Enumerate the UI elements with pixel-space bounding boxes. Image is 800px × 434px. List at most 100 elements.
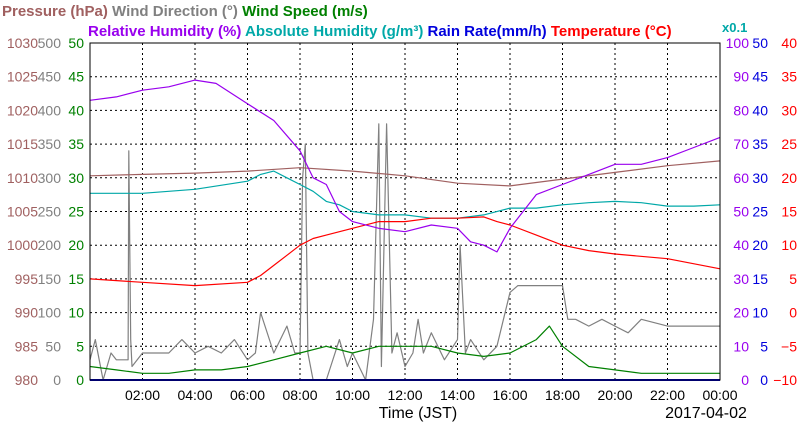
temperature-tick-label: 15 bbox=[781, 204, 797, 220]
wind_direction-tick-label: 350 bbox=[38, 136, 62, 152]
temperature-tick-label: 10 bbox=[781, 237, 797, 253]
pressure-tick-label: 985 bbox=[15, 338, 39, 354]
x-axis: 02:00 04:00 06:00 08:00 10:00 12:00 14:00 16:00… bbox=[125, 387, 738, 403]
series-temperature-temperature bbox=[89, 216, 721, 287]
legend-pressure: Pressure (hPa) bbox=[2, 3, 108, 20]
wind_speed-tick-label: 20 bbox=[68, 237, 84, 253]
legend-wind_direction: Wind Direction (°) bbox=[108, 3, 238, 20]
legend: Pressure (hPa) Wind Direction (°) Wind S… bbox=[2, 3, 747, 40]
pressure-tick-label: 1010 bbox=[7, 170, 38, 186]
pressure-tick-label: 1025 bbox=[7, 69, 38, 85]
humidity-tick-label: 0 bbox=[741, 372, 749, 388]
rain_abs-tick-label: 10 bbox=[752, 305, 768, 321]
x-tick-label: 14:00 bbox=[440, 387, 475, 403]
wind_direction-tick-label: 50 bbox=[45, 338, 61, 354]
legend-relative_humidity: Relative Humidity (%) bbox=[88, 23, 241, 40]
x-tick-label: 08:00 bbox=[282, 387, 317, 403]
wind_direction-tick-label: 100 bbox=[38, 305, 62, 321]
wind_direction-tick-label: 450 bbox=[38, 69, 62, 85]
legend-temperature: Temperature (°C) bbox=[547, 23, 672, 40]
wind_speed-tick-label: 50 bbox=[68, 35, 84, 51]
x-axis-label: Time (JST) bbox=[379, 405, 458, 422]
wind_direction-tick-label: 300 bbox=[38, 170, 62, 186]
temperature-tick-label: 35 bbox=[781, 69, 797, 85]
wind_speed-tick-label: 30 bbox=[68, 170, 84, 186]
x-tick-label: 02:00 bbox=[125, 387, 160, 403]
series-rain_abs-absolute bbox=[90, 170, 721, 219]
wind_speed-tick-label: 15 bbox=[68, 271, 84, 287]
legend-rain-scale: x0.1 bbox=[722, 20, 747, 35]
legend-rain_rate: Rain Rate(mm/h) bbox=[423, 23, 546, 40]
pressure-tick-label: 995 bbox=[15, 271, 39, 287]
rain_abs-tick-label: 45 bbox=[752, 69, 768, 85]
humidity-tick-label: 10 bbox=[733, 338, 749, 354]
wind_speed-tick-label: 35 bbox=[68, 136, 84, 152]
temperature-tick-label: 30 bbox=[781, 102, 797, 118]
legend-row-2: Relative Humidity (%) Absolute Humidity … bbox=[88, 23, 672, 40]
rain_abs-tick-label: 35 bbox=[752, 136, 768, 152]
x-tick-label: 00:00 bbox=[702, 387, 737, 403]
rain_abs-tick-label: 0 bbox=[760, 372, 768, 388]
humidity-tick-label: 40 bbox=[733, 237, 749, 253]
humidity-tick-label: 50 bbox=[733, 204, 749, 220]
temperature-tick-label: −5 bbox=[781, 338, 797, 354]
x-tick-label: 10:00 bbox=[335, 387, 370, 403]
pressure-tick-label: 1000 bbox=[7, 237, 38, 253]
wind_speed-tick-label: 5 bbox=[76, 338, 84, 354]
pressure-tick-label: 1015 bbox=[7, 136, 38, 152]
pressure-tick-label: 1020 bbox=[7, 102, 38, 118]
rain_abs-tick-label: 50 bbox=[752, 35, 768, 51]
wind_direction-tick-label: 250 bbox=[38, 204, 62, 220]
wind_direction-tick-label: 200 bbox=[38, 237, 62, 253]
wind_direction-tick-label: 150 bbox=[38, 271, 62, 287]
rain_abs-tick-label: 15 bbox=[752, 271, 768, 287]
series-pressure-pressure bbox=[89, 160, 721, 187]
temperature-tick-label: 25 bbox=[781, 136, 797, 152]
temperature-tick-label: −10 bbox=[773, 372, 797, 388]
pressure-tick-label: 990 bbox=[15, 305, 39, 321]
series-wind_speed-wind bbox=[89, 325, 720, 374]
pressure-tick-label: 1030 bbox=[7, 35, 38, 51]
x-tick-label: 04:00 bbox=[177, 387, 212, 403]
humidity-tick-label: 90 bbox=[733, 69, 749, 85]
temperature-tick-label: 0 bbox=[789, 305, 797, 321]
rain_abs-tick-label: 40 bbox=[752, 102, 768, 118]
legend-row-1: Pressure (hPa) Wind Direction (°) Wind S… bbox=[2, 3, 368, 20]
rain_abs-tick-label: 30 bbox=[752, 170, 768, 186]
wind_speed-tick-label: 25 bbox=[68, 204, 84, 220]
date-label: 2017-04-02 bbox=[665, 405, 747, 422]
legend-absolute_humidity: Absolute Humidity (g/m³) bbox=[241, 23, 423, 40]
x-tick-label: 12:00 bbox=[387, 387, 422, 403]
x-tick-label: 20:00 bbox=[597, 387, 632, 403]
humidity-tick-label: 30 bbox=[733, 271, 749, 287]
wind_direction-tick-label: 400 bbox=[38, 102, 62, 118]
temperature-tick-label: 5 bbox=[789, 271, 797, 287]
x-tick-label: 06:00 bbox=[230, 387, 265, 403]
temperature-tick-label: 40 bbox=[781, 35, 797, 51]
series-wind_direction-wind bbox=[89, 123, 720, 381]
plot-frame bbox=[89, 42, 721, 381]
wind_direction-tick-label: 500 bbox=[38, 35, 62, 51]
rain_abs-tick-label: 5 bbox=[760, 338, 768, 354]
rain_abs-tick-label: 25 bbox=[752, 204, 768, 220]
plot-area bbox=[89, 79, 721, 381]
legend-wind_speed: Wind Speed (m/s) bbox=[238, 3, 368, 20]
series-humidity-relative bbox=[89, 79, 721, 253]
humidity-tick-label: 60 bbox=[733, 170, 749, 186]
wind_speed-tick-label: 0 bbox=[76, 372, 84, 388]
x-tick-label: 18:00 bbox=[545, 387, 580, 403]
humidity-tick-label: 100 bbox=[726, 35, 750, 51]
temperature-tick-label: 20 bbox=[781, 170, 797, 186]
pressure-tick-label: 980 bbox=[15, 372, 39, 388]
x-tick-label: 16:00 bbox=[492, 387, 527, 403]
grid bbox=[90, 43, 720, 380]
wind_speed-tick-label: 10 bbox=[68, 305, 84, 321]
pressure-tick-label: 1005 bbox=[7, 204, 38, 220]
right-axes: 1009080706050403020100504540353025201510… bbox=[726, 35, 798, 388]
humidity-tick-label: 70 bbox=[733, 136, 749, 152]
rain_abs-tick-label: 20 bbox=[752, 237, 768, 253]
wind_speed-tick-label: 45 bbox=[68, 69, 84, 85]
humidity-tick-label: 80 bbox=[733, 102, 749, 118]
